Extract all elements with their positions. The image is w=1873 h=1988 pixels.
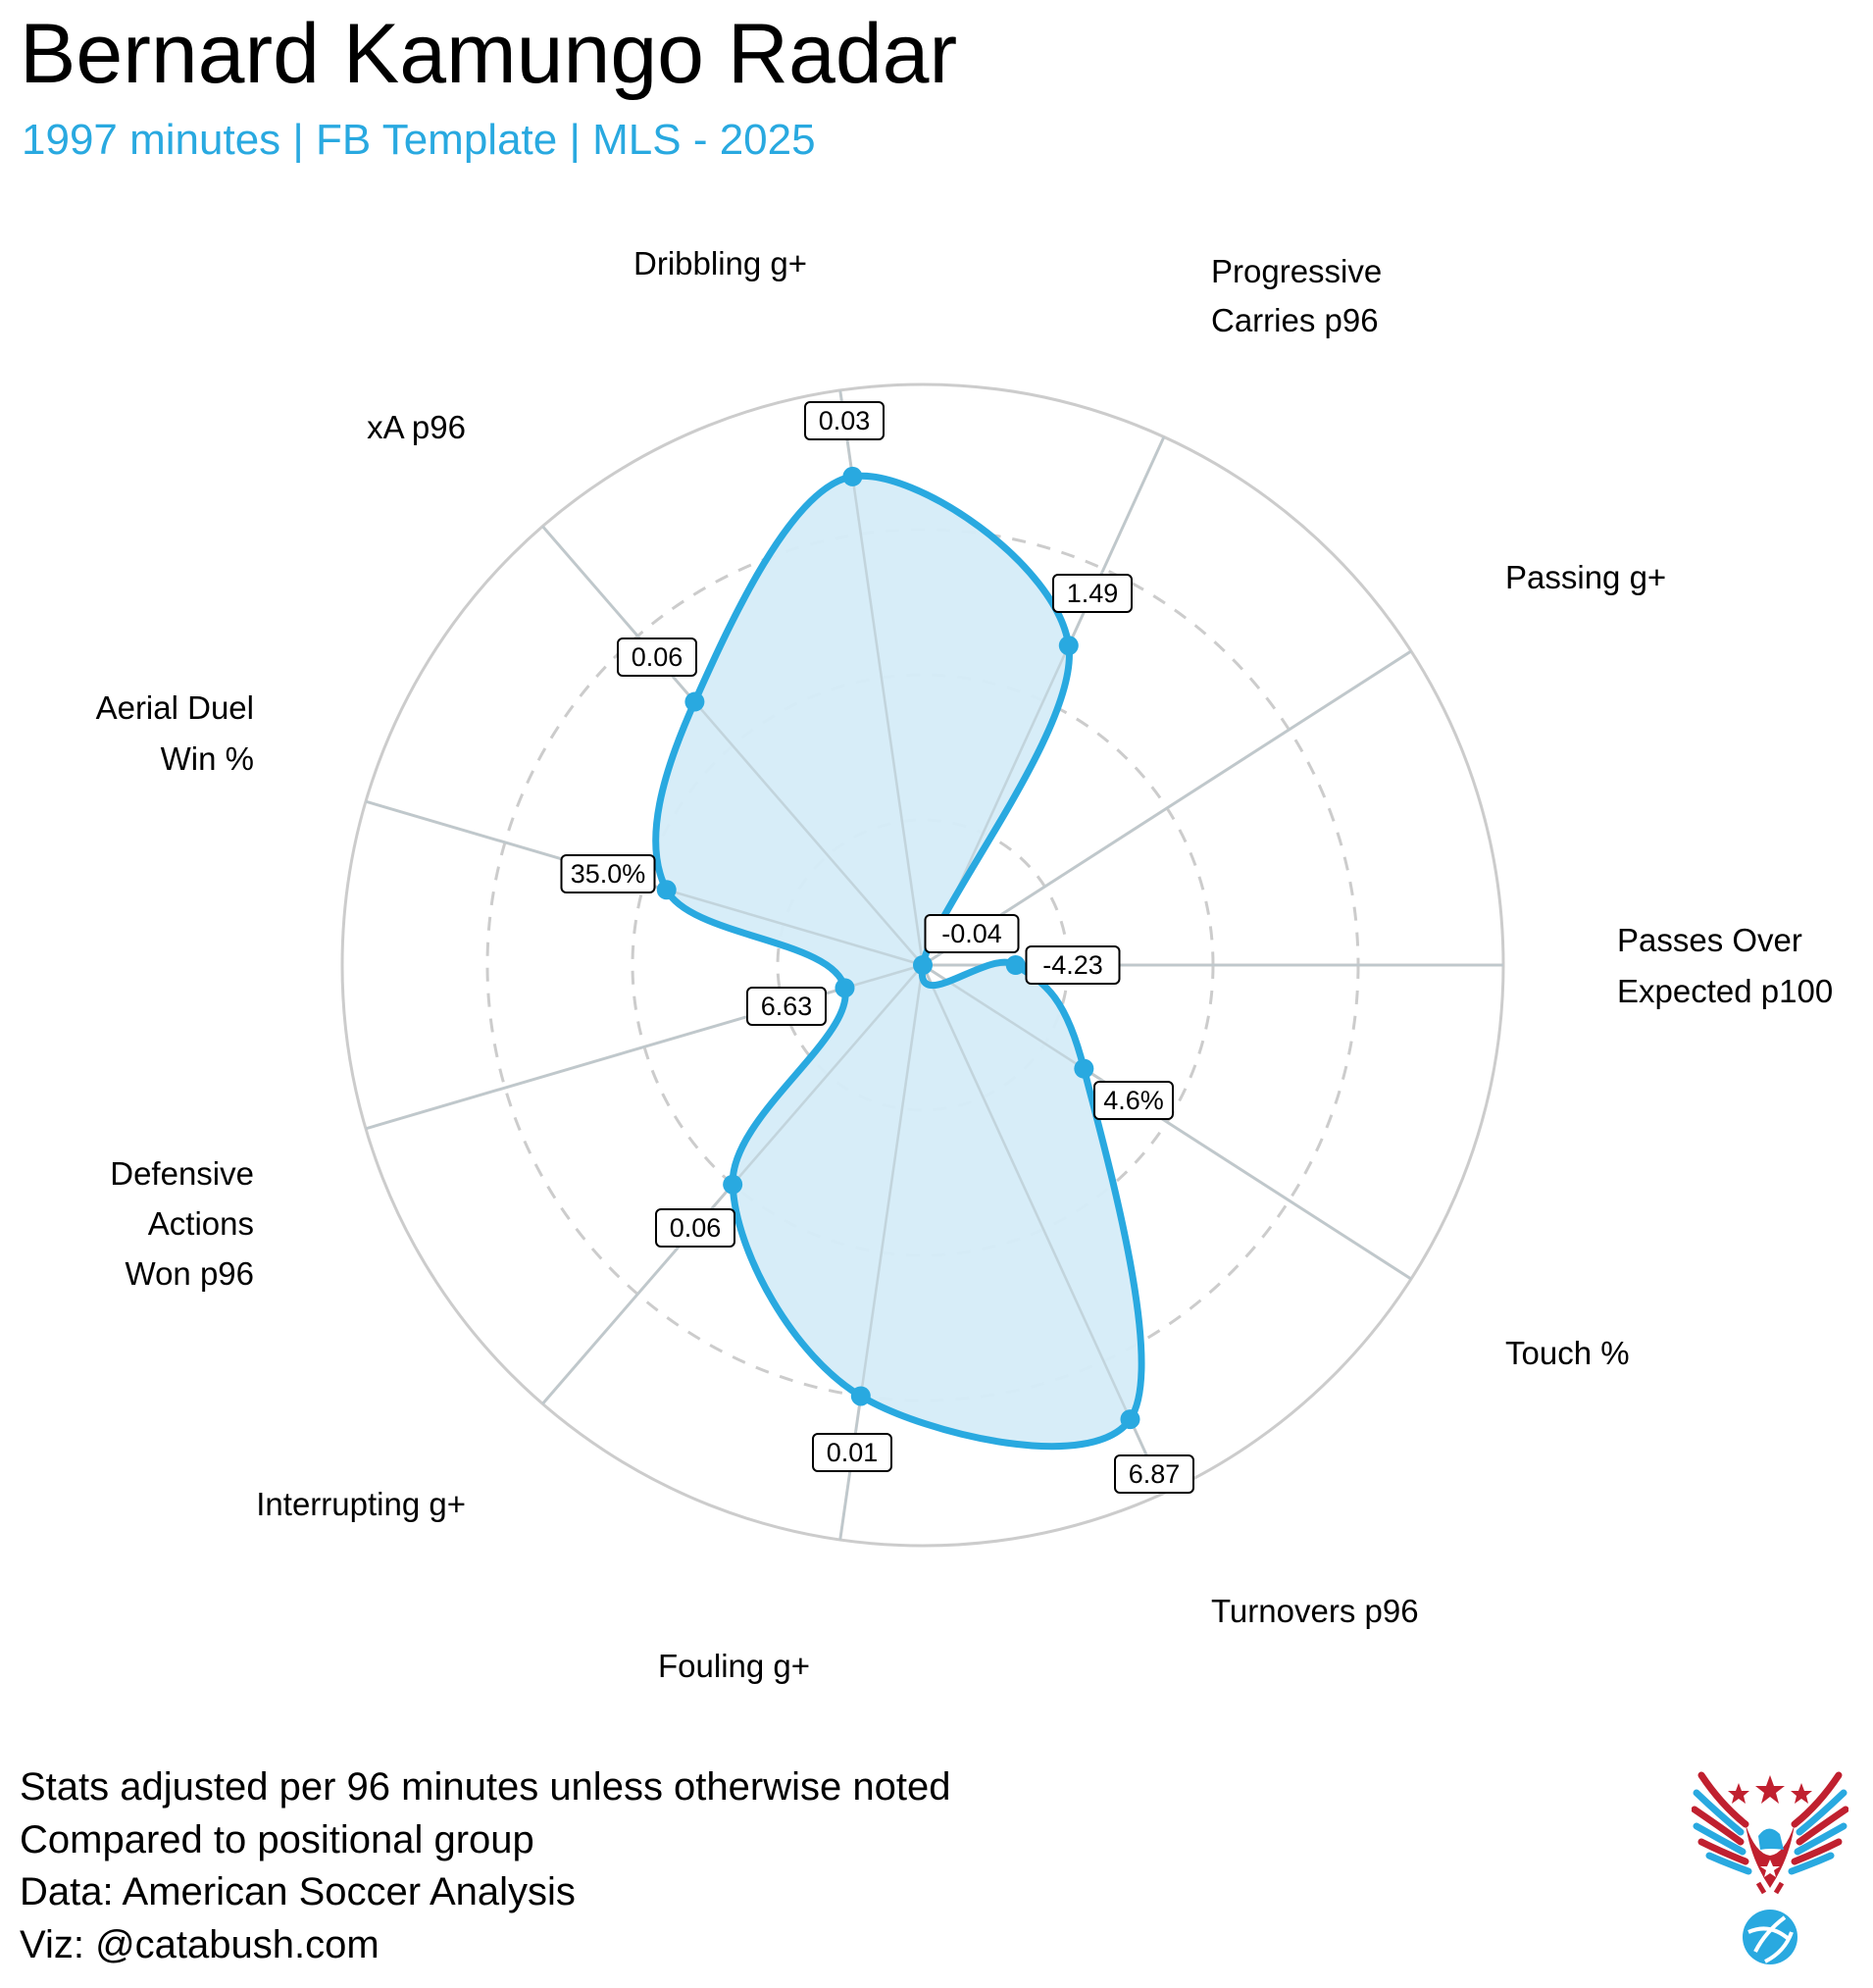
value-label-text: 0.06 [632, 642, 683, 672]
category-label: Passes Over [1617, 922, 1802, 958]
value-label: 35.0% [560, 854, 656, 893]
value-label-box [812, 1433, 892, 1472]
value-label-box [1093, 1081, 1174, 1120]
value-label-text: -0.04 [941, 919, 1002, 948]
category-label: Win % [161, 740, 254, 777]
value-label: 6.87 [1114, 1454, 1194, 1494]
value-label: 0.06 [617, 637, 697, 677]
category-label: Touch % [1505, 1335, 1630, 1371]
value-label-box [560, 854, 656, 893]
spoke-line [921, 964, 1166, 1495]
footer-note: Compared to positional group [20, 1817, 534, 1861]
category-label: Passing g+ [1505, 559, 1666, 595]
value-label-box [655, 1208, 735, 1248]
chart-subtitle: 1997 minutes | FB Template | MLS - 2025 [22, 116, 816, 164]
spoke-line [541, 525, 924, 966]
data-point [723, 1174, 743, 1195]
radar-area [655, 476, 1142, 1447]
category-label: Fouling g+ [658, 1648, 810, 1684]
category-label: Defensive [110, 1155, 254, 1192]
category-label: Dribbling g+ [633, 245, 807, 281]
footer-notes: Stats adjusted per 96 minutes unless oth… [20, 1761, 950, 1971]
spoke-line [365, 963, 924, 1130]
value-label-text: 1.49 [1067, 579, 1119, 608]
data-point [1120, 1409, 1140, 1430]
spoke-line [922, 963, 1412, 1281]
footer-note: Stats adjusted per 96 minutes unless oth… [20, 1765, 951, 1809]
value-label-box [1114, 1454, 1194, 1494]
value-label: 1.49 [1052, 574, 1133, 613]
value-label: 0.06 [655, 1208, 735, 1248]
value-label: -0.04 [924, 914, 1020, 953]
eagle-soccer-ball-logo [1692, 1771, 1848, 1964]
value-label: 0.01 [812, 1433, 892, 1472]
value-label-text: 0.06 [670, 1213, 722, 1243]
category-label: Aerial Duel [96, 689, 254, 726]
footer-note: Viz: @catabush.com [20, 1922, 380, 1966]
value-label-text: -4.23 [1042, 950, 1103, 980]
data-point [842, 466, 863, 486]
chart-title: Bernard Kamungo Radar [20, 7, 958, 101]
value-label-text: 4.6% [1103, 1086, 1164, 1115]
value-label-box [804, 401, 885, 440]
value-label-text: 35.0% [571, 859, 646, 889]
value-label-text: 6.87 [1129, 1459, 1181, 1489]
category-label: Carries p96 [1211, 302, 1379, 338]
value-label-text: 0.01 [827, 1438, 879, 1467]
footer-note: Data: American Soccer Analysis [20, 1870, 576, 1913]
category-label: Progressive [1211, 253, 1382, 289]
value-label-text: 6.63 [761, 992, 813, 1021]
radar-outline [652, 472, 1145, 1451]
value-label-box [1052, 574, 1133, 613]
category-label: Won p96 [126, 1255, 254, 1292]
category-label: Actions [148, 1205, 254, 1242]
value-label-box [1025, 945, 1121, 985]
data-point [835, 978, 855, 998]
data-point [913, 955, 933, 975]
value-label-box [617, 637, 697, 677]
data-point [1074, 1058, 1094, 1079]
value-label: -4.23 [1025, 945, 1121, 985]
category-label: Interrupting g+ [256, 1486, 466, 1522]
data-point [1058, 636, 1079, 656]
value-label-box [746, 987, 827, 1026]
category-label: Turnovers p96 [1211, 1593, 1419, 1629]
data-point [850, 1386, 871, 1406]
value-label: 6.63 [746, 987, 827, 1026]
data-point [1005, 955, 1026, 975]
data-point [656, 880, 677, 900]
value-label-text: 0.03 [819, 406, 871, 435]
data-point [684, 691, 705, 712]
value-label-box [924, 914, 1020, 953]
category-label: Expected p100 [1617, 973, 1833, 1009]
category-label: xA p96 [367, 409, 466, 445]
value-label: 4.6% [1093, 1081, 1174, 1120]
spoke-line [922, 649, 1412, 967]
value-label: 0.03 [804, 401, 885, 440]
